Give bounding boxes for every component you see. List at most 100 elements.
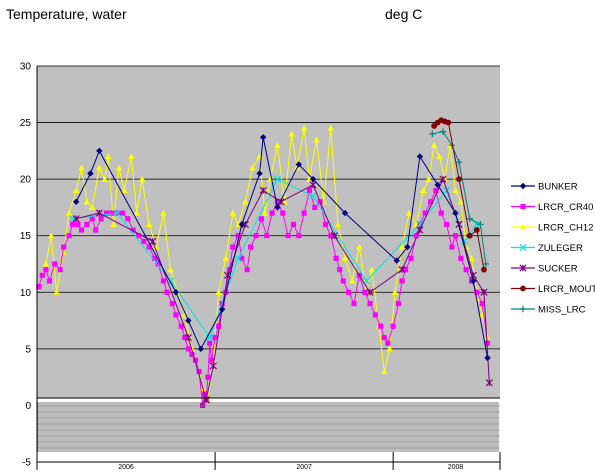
data-point (256, 170, 263, 177)
data-point (197, 345, 205, 353)
data-point (341, 255, 349, 261)
data-point (135, 233, 142, 239)
data-point (519, 223, 527, 230)
data-point (436, 153, 443, 160)
data-point (215, 289, 222, 295)
data-point (261, 209, 269, 216)
data-point (39, 272, 45, 278)
data-point (482, 260, 489, 268)
data-point (96, 147, 103, 155)
data-point (244, 267, 250, 273)
data-point (173, 312, 179, 318)
data-point (445, 119, 452, 126)
data-point (312, 204, 318, 210)
data-point (96, 164, 103, 171)
data-point (390, 323, 396, 329)
series-lrcr-mouth (431, 117, 487, 273)
data-point (403, 267, 409, 273)
legend-label: ZULEGER (538, 243, 583, 254)
y-tick-label: -5 (22, 458, 31, 469)
data-point (439, 128, 447, 135)
data-point (456, 176, 462, 183)
data-point (356, 243, 363, 250)
data-point (222, 255, 229, 261)
data-point (61, 244, 67, 250)
data-point (274, 199, 280, 205)
data-point (413, 233, 419, 239)
data-point (334, 221, 342, 227)
data-point (109, 210, 115, 216)
data-point (119, 210, 126, 216)
data-point (479, 301, 485, 307)
data-point (285, 233, 291, 239)
data-point (84, 221, 90, 227)
data-point (43, 267, 49, 273)
data-point (372, 312, 378, 318)
data-point (128, 153, 135, 160)
data-point (239, 255, 245, 261)
data-point (378, 323, 384, 329)
data-point (200, 402, 206, 408)
data-point (366, 288, 374, 296)
data-point (110, 221, 117, 227)
y-tick-label: 5 (25, 344, 31, 355)
data-point (422, 210, 428, 216)
data-point (386, 345, 393, 352)
data-point (125, 216, 131, 222)
data-point (105, 153, 112, 160)
data-point (207, 340, 213, 346)
data-point (160, 278, 166, 284)
data-point (72, 215, 80, 223)
data-point (133, 209, 140, 216)
data-point (160, 209, 167, 216)
data-point (309, 181, 317, 189)
data-point (485, 379, 493, 387)
data-point (395, 301, 402, 307)
legend-item: BUNKER (511, 182, 578, 193)
data-point (340, 278, 346, 284)
data-point (249, 164, 256, 171)
data-point (258, 216, 264, 222)
data-point (351, 301, 357, 307)
data-point (205, 374, 211, 380)
data-point (481, 266, 487, 273)
data-point (216, 323, 222, 329)
data-point (242, 198, 249, 205)
data-point (452, 187, 459, 194)
data-point (327, 125, 335, 131)
series-bunker (72, 134, 491, 362)
data-point (300, 125, 308, 131)
data-point (248, 244, 254, 250)
data-point (452, 233, 459, 239)
data-point (53, 289, 60, 295)
data-point (274, 142, 281, 148)
data-point (138, 175, 146, 182)
data-point (452, 209, 459, 217)
data-point (427, 199, 434, 205)
data-point (196, 368, 202, 375)
data-point (348, 277, 356, 284)
data-point (42, 260, 50, 267)
x-year-label: 2007 (296, 464, 312, 471)
data-point (70, 221, 76, 227)
data-point (438, 210, 444, 216)
data-point (280, 210, 286, 216)
y-tick-label: 15 (20, 231, 32, 242)
data-point (466, 232, 473, 239)
data-point (398, 266, 406, 274)
data-point (457, 198, 465, 205)
data-point (484, 334, 491, 341)
data-point (46, 278, 53, 284)
data-point (83, 198, 91, 205)
y-tick-label: 20 (20, 175, 32, 186)
legend-item: SUCKER (511, 264, 578, 275)
data-point (468, 255, 475, 261)
data-point (93, 227, 99, 233)
chart-units: deg C (385, 6, 423, 22)
data-point (87, 170, 94, 177)
data-point (368, 266, 375, 273)
x-tick-band (37, 402, 500, 452)
data-point (235, 233, 241, 239)
data-point (399, 278, 405, 284)
legend-item: LRCR_CH12 (511, 223, 593, 234)
